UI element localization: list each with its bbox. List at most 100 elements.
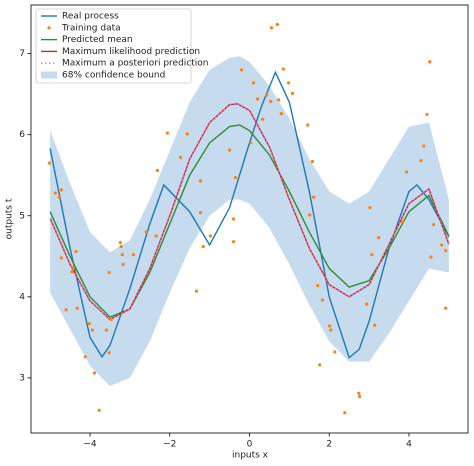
- data-point: [444, 306, 448, 310]
- data-point: [107, 351, 111, 355]
- data-point: [83, 355, 87, 359]
- confidence-band: [50, 56, 449, 386]
- series-line: [49, 103, 450, 321]
- data-point: [373, 323, 377, 327]
- legend-label: Real process: [62, 12, 119, 22]
- data-point: [201, 244, 205, 249]
- y-axis-label: outputs t: [5, 198, 15, 239]
- y-tick-label: 3: [19, 373, 25, 383]
- data-point: [185, 132, 189, 136]
- data-point: [444, 249, 448, 253]
- x-tick-label: 0: [247, 440, 253, 450]
- data-point: [155, 168, 159, 172]
- data-point: [131, 253, 136, 257]
- legend-box: [35, 8, 192, 84]
- x-tick-label: 2: [326, 440, 332, 450]
- data-point: [306, 123, 310, 127]
- data-point: [154, 234, 158, 238]
- data-point: [239, 68, 244, 72]
- data-point: [269, 26, 274, 30]
- data-point: [370, 253, 374, 257]
- data-point: [90, 328, 95, 332]
- data-point: [57, 195, 61, 199]
- data-point: [198, 179, 203, 183]
- data-point: [277, 98, 281, 102]
- data-point: [432, 223, 436, 227]
- data-point: [329, 328, 333, 332]
- data-point: [194, 289, 199, 293]
- data-point: [310, 159, 315, 164]
- x-tick-label: 4: [406, 440, 412, 450]
- data-point: [71, 266, 75, 270]
- y-tick-label: 6: [19, 130, 25, 140]
- data-point: [269, 99, 273, 104]
- x-axis-label: inputs x: [232, 451, 269, 461]
- data-point: [279, 112, 283, 116]
- data-point: [109, 317, 113, 322]
- data-point: [75, 306, 79, 310]
- data-point: [275, 22, 280, 27]
- y-tick-label: 4: [19, 292, 25, 302]
- data-point: [74, 249, 78, 254]
- data-point: [290, 91, 295, 95]
- data-point: [144, 230, 148, 234]
- data-point: [198, 210, 203, 215]
- data-point: [47, 161, 51, 165]
- data-point: [120, 253, 124, 257]
- data-point: [53, 191, 57, 195]
- y-tick-label: 5: [19, 211, 25, 221]
- data-point: [64, 308, 68, 312]
- legend-label: Predicted mean: [62, 35, 133, 45]
- data-point: [286, 81, 291, 85]
- data-point: [70, 270, 74, 274]
- data-point: [178, 155, 183, 159]
- data-point: [231, 217, 236, 221]
- data-point: [343, 411, 347, 415]
- data-point: [104, 328, 108, 332]
- data-point: [429, 255, 433, 259]
- data-point: [165, 131, 169, 135]
- data-point: [422, 144, 426, 148]
- data-point: [107, 270, 111, 275]
- data-point: [59, 256, 63, 260]
- data-point: [119, 244, 123, 249]
- data-point: [87, 321, 91, 326]
- data-point: [401, 219, 405, 224]
- data-point: [308, 213, 312, 217]
- data-point: [255, 97, 260, 101]
- y-tick-label: 7: [19, 49, 25, 59]
- x-tick-label: −2: [163, 440, 176, 450]
- data-point: [121, 262, 125, 266]
- legend-swatch: [41, 71, 57, 79]
- data-point: [92, 371, 96, 375]
- data-point: [428, 60, 432, 64]
- data-point: [97, 408, 101, 412]
- data-point: [231, 240, 236, 244]
- data-point: [320, 298, 325, 302]
- data-point: [261, 117, 265, 121]
- data-point: [368, 206, 372, 210]
- data-point: [281, 67, 285, 71]
- data-point: [118, 240, 122, 245]
- legend-label: Maximum likelihood prediction: [62, 47, 200, 57]
- x-tick-label: −4: [83, 440, 97, 450]
- data-point: [249, 141, 253, 145]
- data-point: [233, 176, 238, 180]
- data-point: [419, 159, 423, 163]
- data-point: [440, 243, 444, 247]
- data-point: [316, 283, 320, 288]
- data-point: [318, 363, 322, 367]
- data-point: [227, 148, 232, 152]
- data-point: [312, 195, 316, 199]
- data-point: [357, 394, 362, 399]
- data-point: [357, 391, 361, 395]
- legend-swatch: [47, 26, 51, 30]
- data-point: [208, 234, 213, 238]
- data-point: [251, 81, 256, 85]
- data-point: [328, 324, 332, 328]
- data-point: [365, 302, 369, 306]
- legend-label: Maximum a posteriori prediction: [62, 59, 208, 69]
